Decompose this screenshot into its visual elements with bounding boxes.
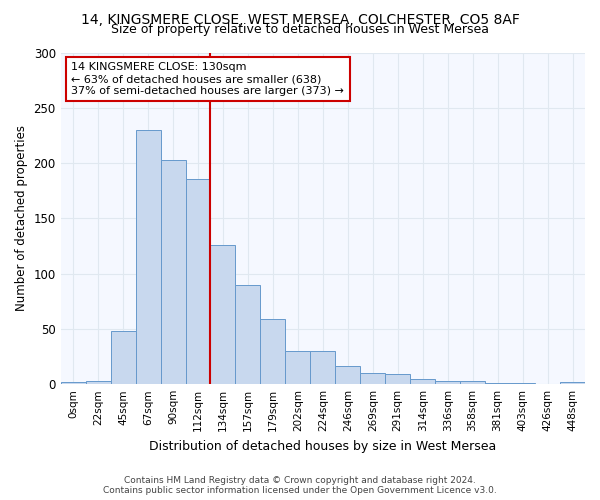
Bar bbox=[161, 160, 185, 384]
Bar bbox=[110, 331, 136, 384]
Bar bbox=[211, 245, 235, 384]
Text: 14, KINGSMERE CLOSE, WEST MERSEA, COLCHESTER, CO5 8AF: 14, KINGSMERE CLOSE, WEST MERSEA, COLCHE… bbox=[80, 12, 520, 26]
Text: 14 KINGSMERE CLOSE: 130sqm
← 63% of detached houses are smaller (638)
37% of sem: 14 KINGSMERE CLOSE: 130sqm ← 63% of deta… bbox=[71, 62, 344, 96]
Bar bbox=[61, 382, 86, 384]
Bar bbox=[385, 374, 410, 384]
Text: Size of property relative to detached houses in West Mersea: Size of property relative to detached ho… bbox=[111, 22, 489, 36]
Bar bbox=[485, 383, 510, 384]
Bar bbox=[360, 373, 385, 384]
Bar bbox=[136, 130, 161, 384]
Bar bbox=[260, 319, 286, 384]
Bar bbox=[560, 382, 585, 384]
Bar bbox=[310, 351, 335, 384]
Y-axis label: Number of detached properties: Number of detached properties bbox=[15, 126, 28, 312]
Bar bbox=[460, 381, 485, 384]
Text: Contains HM Land Registry data © Crown copyright and database right 2024.
Contai: Contains HM Land Registry data © Crown c… bbox=[103, 476, 497, 495]
X-axis label: Distribution of detached houses by size in West Mersea: Distribution of detached houses by size … bbox=[149, 440, 496, 452]
Bar bbox=[335, 366, 360, 384]
Bar bbox=[435, 381, 460, 384]
Bar bbox=[410, 378, 435, 384]
Bar bbox=[510, 383, 535, 384]
Bar bbox=[235, 284, 260, 384]
Bar bbox=[286, 351, 310, 384]
Bar bbox=[86, 381, 110, 384]
Bar bbox=[185, 178, 211, 384]
